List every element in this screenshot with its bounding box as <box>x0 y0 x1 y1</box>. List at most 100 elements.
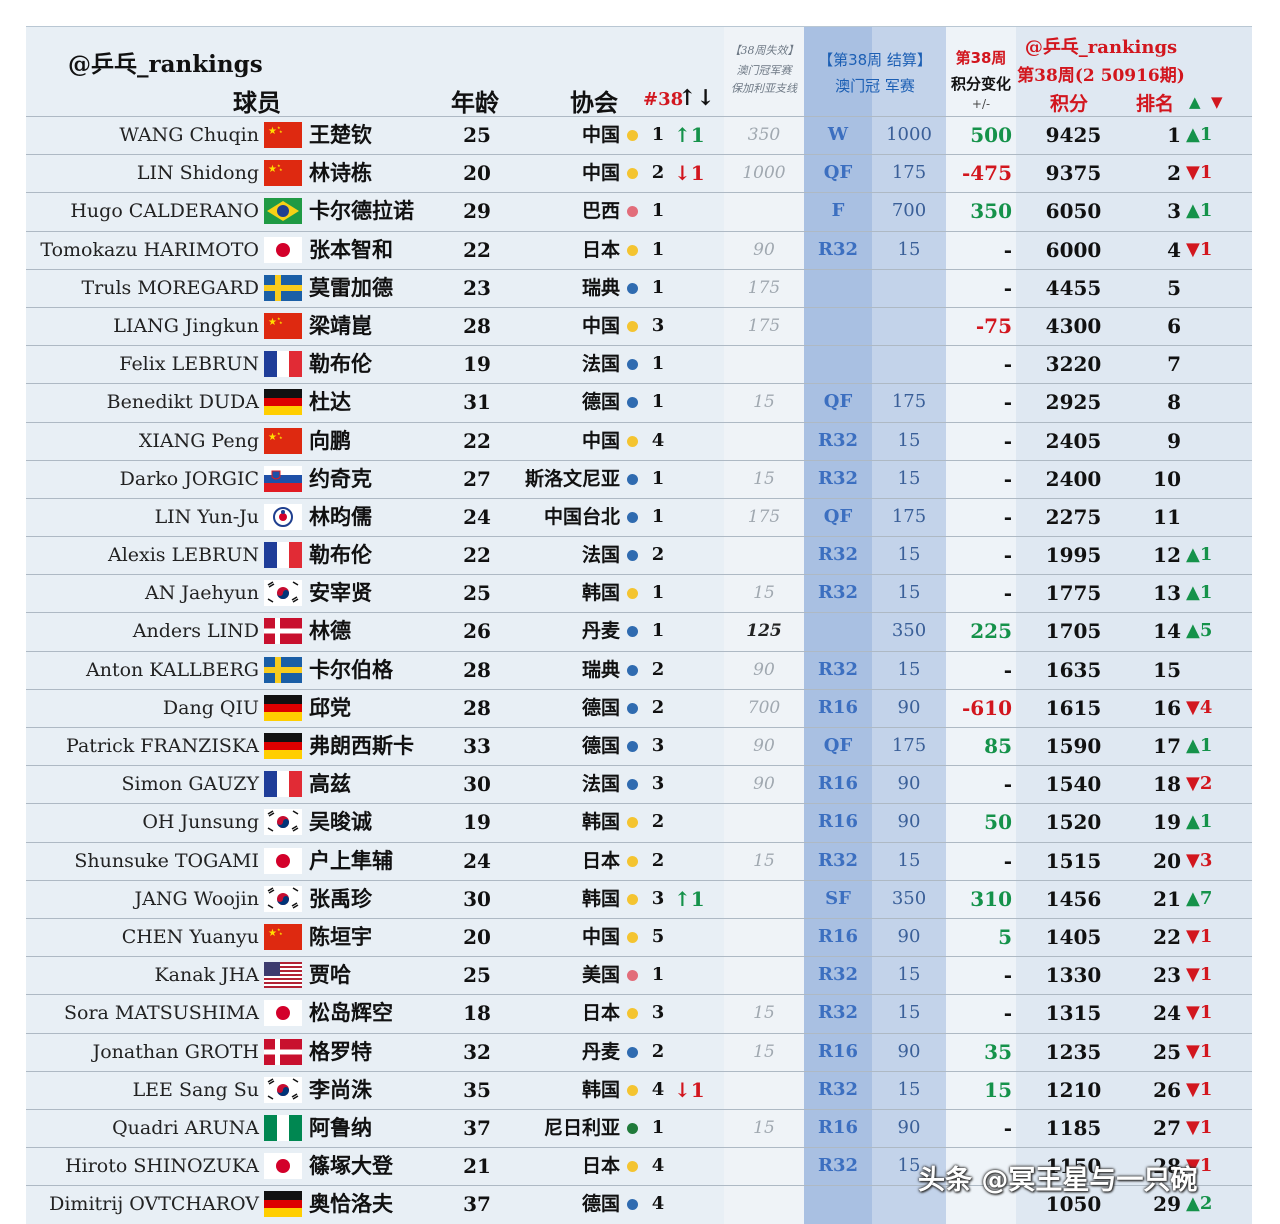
points-change: -610 <box>961 695 1012 720</box>
player-association: 法国 <box>581 353 620 376</box>
table-row: Simon GAUZY 高兹 30 法国 3 90 R16 90 - 1540 18 ▼2 <box>26 765 1252 803</box>
world-rank: 28 <box>1153 1154 1181 1179</box>
header-rank: 排名 <box>1136 93 1175 115</box>
player-name-en: AN Jaehyun <box>144 582 259 605</box>
total-points: 6050 <box>1045 199 1102 224</box>
association-dot-icon <box>627 397 638 409</box>
header-change-line3: +/- <box>971 97 991 111</box>
points-change: 85 <box>984 734 1012 758</box>
table-row: Anders LIND 林德 26 丹麦 1 125 350 225 1705 14 ▲5 <box>26 612 1252 650</box>
association-dot-icon <box>627 779 638 791</box>
association-dot-icon <box>627 1084 638 1096</box>
total-points: 2400 <box>1045 466 1102 491</box>
header-week: #38 <box>643 89 684 110</box>
association-dot-icon <box>627 1008 638 1020</box>
table-row: CHEN Yuanyu ★ ★ ★ 陈垣宇 20 中国 5 R16 90 5 1405 22 ▼1 <box>26 917 1252 956</box>
points-change: 5 <box>998 924 1012 949</box>
player-name-en: Tomokazu HARIMOTO <box>40 238 259 261</box>
rank-trend: ▲1 <box>1186 124 1213 145</box>
association-rank: 2 <box>651 696 665 718</box>
player-association: 巴西 <box>581 200 620 223</box>
association-rank: 3 <box>651 1002 665 1024</box>
player-age: 22 <box>463 237 491 262</box>
player-age: 25 <box>463 963 491 988</box>
association-rank: 3 <box>651 887 665 909</box>
player-name-cn: 王楚钦 <box>309 123 372 147</box>
player-age: 25 <box>463 581 491 606</box>
player-age: 26 <box>463 619 491 644</box>
player-association: 瑞典 <box>581 658 620 681</box>
total-points: 6000 <box>1045 237 1102 262</box>
association-rank: 3 <box>651 735 665 756</box>
association-dot-icon <box>627 206 638 218</box>
rank-trend: ▼1 <box>1186 1078 1213 1100</box>
total-points: 1456 <box>1045 886 1102 911</box>
macao-stage: R32 <box>817 467 858 489</box>
macao-points: 15 <box>897 467 921 489</box>
association-rank: 4 <box>651 1078 665 1100</box>
player-association: 日本 <box>581 238 620 261</box>
player-association: 瑞典 <box>581 276 620 299</box>
china-flag-icon: ★ ★ ★ <box>264 923 302 950</box>
rank-trend: ▲7 <box>1186 887 1213 909</box>
player-age: 20 <box>463 161 491 186</box>
table-row: Dang QIU 邱党 28 德国 2 700 R16 90 -610 1615 16 ▼4 <box>26 688 1252 727</box>
player-name-en: Simon GAUZY <box>121 773 259 796</box>
table-row: LIN Shidong ★ ★ ★ 林诗栋 20 中国 2 ↓1 1000 QF 175 -475 937… <box>26 154 1252 192</box>
total-points: 2925 <box>1045 390 1102 415</box>
association-rank: 4 <box>651 1155 665 1177</box>
player-association: 德国 <box>581 696 620 719</box>
macao-stage: R32 <box>817 964 858 986</box>
macao-points: 175 <box>891 505 927 527</box>
macao-points: 15 <box>897 429 921 451</box>
player-name-en: Hiroto SHINOZUKA <box>65 1155 259 1178</box>
player-name-cn: 林德 <box>309 619 351 644</box>
points-change: 50 <box>984 810 1012 835</box>
player-association: 斯洛文尼亚 <box>524 467 620 490</box>
table-row: LIANG Jingkun ★ ★ ★ 梁靖崑 28 中国 3 175 -75 4300 6 <box>26 306 1252 345</box>
association-dot-icon <box>627 359 638 371</box>
association-rank-change: ↓1 <box>674 161 705 186</box>
svg-text:★: ★ <box>277 927 281 932</box>
macao-stage <box>804 1186 872 1222</box>
macao-points: 90 <box>897 1116 921 1138</box>
macao-points: 1000 <box>886 124 932 145</box>
total-points: 9375 <box>1045 161 1102 186</box>
player-association: 尼日利亚 <box>543 1116 620 1139</box>
player-age: 22 <box>463 428 491 453</box>
association-rank: 1 <box>651 582 665 604</box>
player-name-en: LEE Sang Su <box>132 1078 259 1101</box>
player-name-en: Dang QIU <box>162 696 259 719</box>
world-rank: 19 <box>1153 810 1181 835</box>
total-points: 1635 <box>1045 657 1102 682</box>
player-association: 丹麦 <box>581 620 620 643</box>
association-dot-icon <box>627 320 638 332</box>
association-rank: 2 <box>651 162 665 184</box>
macao-points: 15 <box>897 1155 921 1177</box>
association-dot-icon <box>627 130 638 141</box>
expiring-points <box>724 957 804 993</box>
svg-text:★: ★ <box>279 931 283 936</box>
world-rank: 10 <box>1153 466 1181 491</box>
taipei-flag-icon <box>264 503 302 530</box>
table-row: Alexis LEBRUN 勒布伦 22 法国 2 R32 15 - 1995 12 ▲1 <box>26 536 1252 574</box>
macao-stage: R16 <box>817 1116 858 1138</box>
china-flag-icon: ★ ★ ★ <box>264 122 302 148</box>
macao-stage: SF <box>825 887 851 909</box>
expiring-points <box>724 193 804 229</box>
total-points: 1235 <box>1045 1039 1102 1064</box>
rank-trend: ▼2 <box>1186 773 1213 795</box>
player-name-cn: 吴晙诚 <box>309 810 372 835</box>
japan-flag-icon <box>264 1153 302 1180</box>
table-row: Benedikt DUDA 杜达 31 德国 1 15 QF 175 - 2925 8 <box>26 383 1252 421</box>
player-name-cn: 卡尔伯格 <box>309 657 393 682</box>
expiring-points: 350 <box>747 125 781 145</box>
table-row: OH Junsung 吴晙诚 19 韩国 2 R16 90 50 1520 19 ▲1 <box>26 803 1252 841</box>
association-rank: 1 <box>651 505 665 527</box>
player-name-cn: 张禹珍 <box>309 886 372 911</box>
expiring-points: 125 <box>746 621 782 642</box>
rank-trend: ▲5 <box>1186 620 1213 642</box>
france-flag-icon <box>264 351 302 378</box>
table-row: Hiroto SHINOZUKA 篠塚大登 21 日本 4 R32 15 1150 28 ▼1 <box>26 1147 1252 1185</box>
association-dot-icon <box>627 244 638 256</box>
